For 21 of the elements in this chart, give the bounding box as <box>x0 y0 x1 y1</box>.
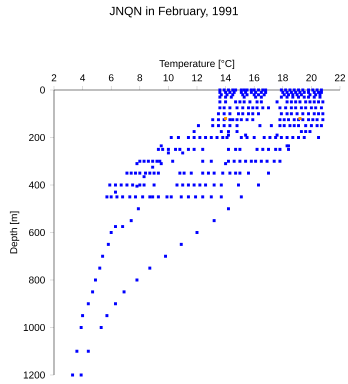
x-tick-label: 6 <box>108 74 114 82</box>
chart-title: JNQN in February, 1991 <box>110 6 238 18</box>
x-tick-label: 18 <box>278 74 288 82</box>
y-tick-label: 1000 <box>24 324 45 332</box>
x-tick-label: 22 <box>334 74 346 82</box>
x-tick-label: 14 <box>220 74 231 82</box>
y-tick-label: 400 <box>28 181 45 189</box>
y-tick-label: 800 <box>29 276 45 284</box>
y-tick-label: 600 <box>29 228 45 236</box>
y-axis-title: Depth [m] <box>10 212 20 254</box>
x-tick-label: 10 <box>164 74 174 82</box>
x-tick-label: 8 <box>137 74 142 82</box>
y-tick-label: 1200 <box>24 371 45 379</box>
x-tick-label: 20 <box>306 74 317 82</box>
x-tick-label: 2 <box>52 74 56 82</box>
x-axis-title: Temperature [°C] <box>159 60 234 70</box>
x-tick-label: 16 <box>249 74 260 82</box>
y-tick-label: 200 <box>29 134 45 142</box>
x-tick-label: 12 <box>192 74 202 82</box>
x-tick-label: 4 <box>80 74 86 82</box>
y-tick-label: 0 <box>40 86 45 94</box>
